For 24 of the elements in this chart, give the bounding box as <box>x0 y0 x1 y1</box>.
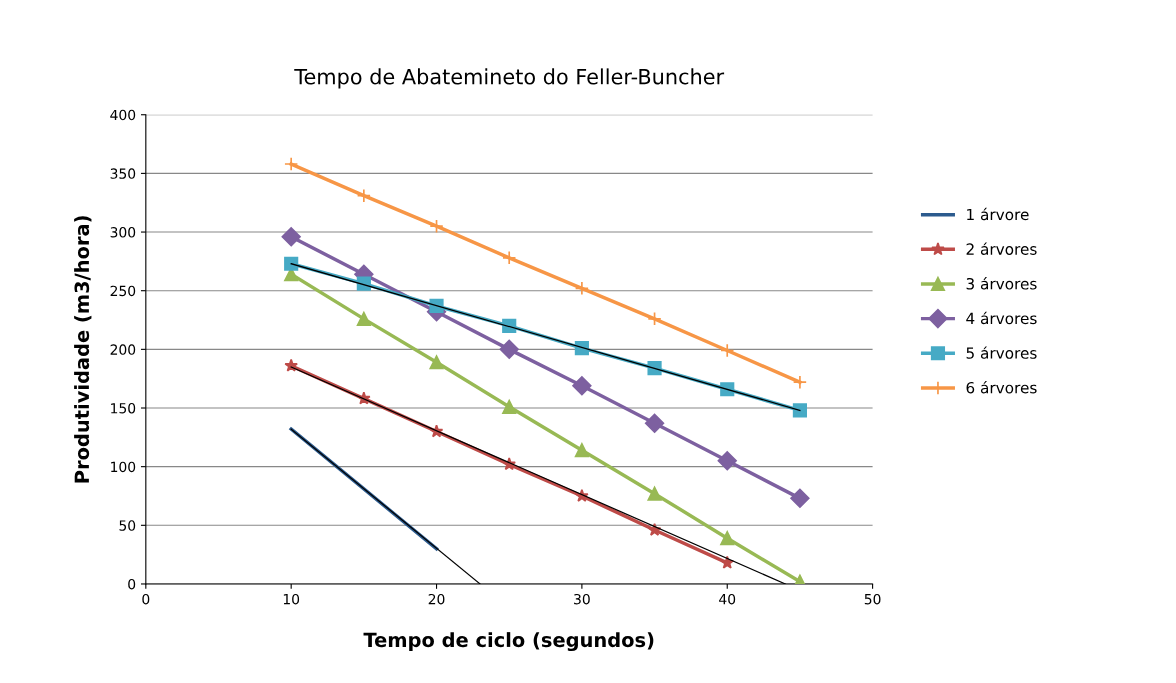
x-tick-label: 10 <box>283 593 300 605</box>
y-tick-label: 350 <box>110 168 136 179</box>
chart-title: Tempo de Abatemineto do Feller-Buncher <box>294 68 725 89</box>
x-tick-label: 0 <box>142 593 150 605</box>
y-tick-label: 0 <box>128 578 136 590</box>
y-tick-label: 50 <box>119 520 136 531</box>
x-tick-label: 30 <box>574 593 590 605</box>
x-tick-label: 50 <box>864 593 881 605</box>
y-tick-label: 100 <box>111 461 136 473</box>
y-tick-label: 300 <box>110 227 136 238</box>
y-tick-label: 150 <box>111 402 136 414</box>
legend-label: 6 árvores <box>966 381 1037 394</box>
y-axis-title: Produtividade (m3/hora) <box>74 216 92 483</box>
y-tick-label: 200 <box>110 344 136 355</box>
legend-label: 3 árvores <box>966 277 1037 290</box>
legend-label: 4 árvores <box>966 311 1037 325</box>
legend-label: 2 árvores <box>966 242 1037 255</box>
legend-label: 1 árvore <box>967 207 1029 221</box>
y-tick-label: 250 <box>110 285 136 297</box>
y-tick-label: 400 <box>110 109 136 121</box>
x-axis-title: Tempo de ciclo (segundos) <box>363 632 654 652</box>
x-tick-label: 20 <box>428 593 445 605</box>
x-tick-label: 40 <box>719 593 736 605</box>
legend-label: 5 árvores <box>966 346 1037 359</box>
